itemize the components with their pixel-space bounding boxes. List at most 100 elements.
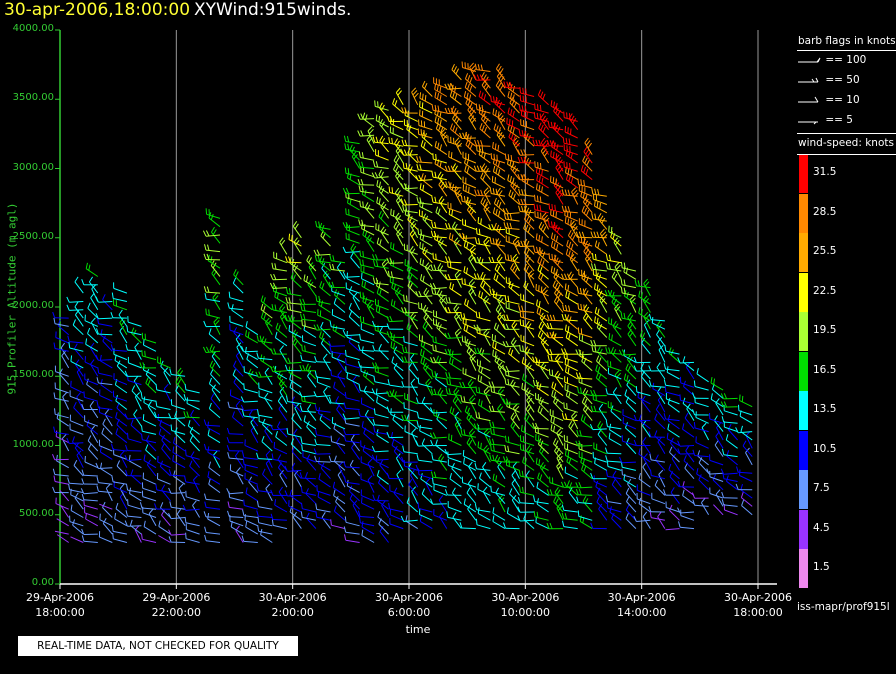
wind-barb [227, 302, 244, 311]
wind-barb [493, 222, 506, 239]
wind-barb [163, 367, 171, 385]
wind-barb [474, 139, 491, 147]
wind-barb [307, 370, 317, 388]
wind-barb [576, 287, 593, 297]
wind-barb [232, 277, 244, 294]
wind-barb [182, 504, 200, 511]
wind-barb [582, 387, 593, 405]
wind-barb [467, 503, 477, 521]
wind-barb [95, 462, 113, 469]
wind-barb [127, 316, 142, 327]
wind-barb [416, 163, 433, 172]
wind-barb [159, 460, 171, 477]
wind-barb [374, 100, 389, 111]
wind-barb [342, 221, 360, 229]
wind-barb [360, 456, 375, 469]
wind-barb [357, 179, 375, 186]
wind-barb [207, 471, 221, 485]
wind-barb [407, 272, 419, 288]
wind-barb [548, 368, 564, 380]
wind-barb [87, 302, 99, 319]
wind-barb [404, 392, 418, 405]
wind-barb [590, 472, 607, 480]
wind-barb [125, 344, 142, 352]
wind-barb [209, 360, 221, 377]
wind-barb [473, 423, 491, 430]
wind-barb [473, 165, 491, 172]
wind-barb [333, 381, 346, 397]
wind-barb [204, 244, 221, 253]
wind-barb [265, 450, 273, 468]
wind-barb [189, 435, 200, 452]
wind-barb [87, 435, 99, 452]
x-tick-label: 30-Apr-2006 18:00:00 [708, 590, 808, 620]
wind-barb [682, 356, 695, 372]
wind-barb [712, 474, 724, 491]
wind-barb [291, 396, 302, 413]
wind-barb [379, 119, 389, 136]
wind-barb [591, 188, 607, 197]
barb-legend-label: == 5 [822, 114, 853, 126]
wind-barb [537, 405, 549, 421]
wind-barb [208, 212, 221, 228]
wind-barb [143, 520, 157, 535]
wind-barb [210, 226, 221, 244]
wind-barb [204, 501, 221, 510]
wind-barb [375, 305, 389, 319]
wind-barb [168, 536, 186, 543]
wind-barb [595, 364, 608, 380]
wind-barb [502, 340, 520, 348]
wind-barb [594, 306, 608, 322]
wind-barb [549, 476, 564, 488]
wind-barb [229, 315, 244, 327]
wind-barb [52, 454, 69, 461]
wind-barb [605, 470, 622, 480]
wind-barb [141, 433, 157, 444]
wind-barb [592, 451, 607, 463]
wind-barb [431, 221, 447, 230]
wind-barb [130, 469, 142, 485]
wind-barb [395, 87, 404, 106]
wind-barb [284, 490, 302, 497]
wind-barb [467, 378, 477, 396]
wind-barb [404, 183, 418, 197]
wind-barb [226, 445, 244, 452]
wind-barb [518, 104, 535, 114]
wind-barb [721, 498, 738, 507]
wind-barb [114, 354, 128, 369]
wind-barb [590, 522, 607, 530]
wind-barb [561, 504, 578, 513]
wind-barb [568, 271, 579, 288]
wind-barb [278, 378, 288, 396]
barb-legend-item: == 5 [798, 114, 853, 126]
wind-barb [533, 246, 549, 255]
wind-barb [547, 354, 564, 363]
wind-barb [493, 322, 506, 338]
wind-barb [361, 272, 375, 286]
y-tick-label: 2500.00 [12, 230, 54, 242]
wind-barb [363, 385, 375, 402]
wind-barb [388, 502, 404, 513]
wind-barb [143, 454, 157, 469]
wind-barb [476, 227, 491, 239]
wind-barb [504, 253, 520, 264]
barb-legend-label: == 100 [822, 54, 867, 66]
wind-barb [510, 163, 520, 180]
wind-barb [330, 369, 346, 380]
wind-barb [323, 386, 331, 405]
wind-barb [104, 409, 113, 427]
wind-barb [126, 484, 142, 494]
wind-barb [464, 73, 477, 89]
wind-barb [408, 362, 419, 380]
wind-barb [431, 370, 447, 380]
wind-barb [300, 313, 316, 322]
wind-barb [348, 286, 360, 302]
wind-barb [473, 256, 491, 264]
wind-barb [360, 473, 375, 485]
wind-barb [360, 265, 375, 277]
wind-barb [449, 472, 462, 488]
wind-barb [464, 81, 477, 97]
wind-barb [392, 413, 404, 430]
wind-barb [535, 183, 549, 197]
wind-barb [464, 165, 477, 181]
